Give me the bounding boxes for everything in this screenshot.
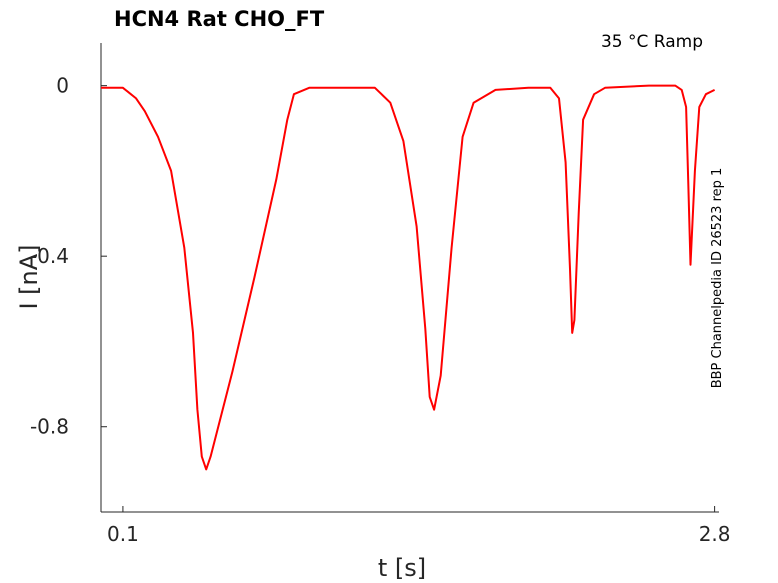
current-trace-line xyxy=(101,84,716,471)
condition-label: 35 °C Ramp xyxy=(601,32,703,52)
y-axis-label: I [nA] xyxy=(15,244,43,309)
y-tick-label: -0.4 xyxy=(30,244,69,268)
tick-group: 0.1 2.8 0 -0.4 -0.8 xyxy=(30,74,731,546)
x-tick-label: 2.8 xyxy=(699,522,731,546)
chart-title: HCN4 Rat CHO_FT xyxy=(114,7,325,31)
y-tick-label: -0.8 xyxy=(30,415,69,439)
y-tick-label: 0 xyxy=(56,74,69,98)
axes xyxy=(100,43,719,513)
x-axis-label: t [s] xyxy=(378,554,426,582)
channelpedia-id-label: BBP Channelpedia ID 26523 rep 1 xyxy=(710,168,725,389)
x-tick-label: 0.1 xyxy=(107,522,139,546)
plot-area xyxy=(101,84,716,471)
